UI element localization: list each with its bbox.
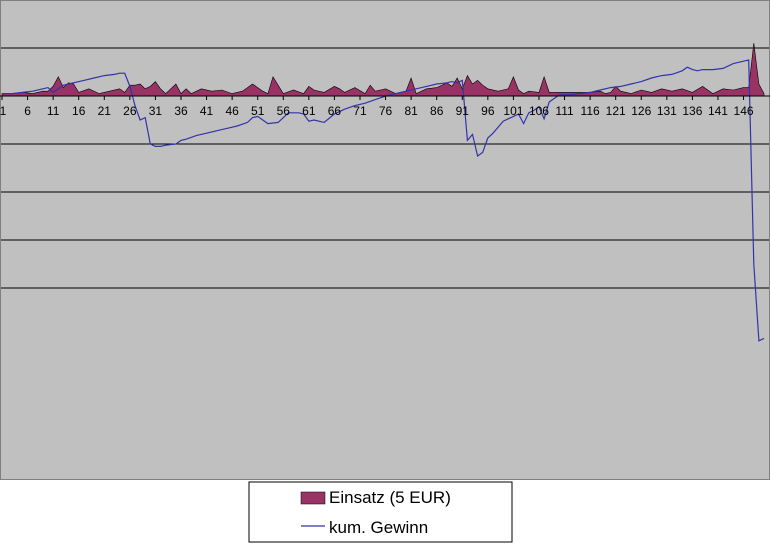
x-tick-label: 21 — [98, 104, 112, 118]
x-tick-label: 1 — [0, 104, 7, 118]
x-tick-label: 96 — [481, 104, 495, 118]
legend-label-einsatz: Einsatz (5 EUR) — [329, 488, 451, 507]
legend-box — [248, 481, 513, 543]
x-tick-label: 51 — [251, 104, 265, 118]
einsatz-area — [1, 43, 765, 97]
gewinn-series — [2, 59, 765, 342]
x-axis: 1 6 11 16 21 26 31 36 41 46 51 56 61 66 71 76 81 86 91 96 10… — [0, 95, 770, 118]
x-tick-label: 111 — [555, 104, 574, 118]
legend-swatch-einsatz — [300, 491, 326, 505]
x-tick-label: 36 — [174, 104, 188, 118]
x-tick-label: 26 — [123, 104, 137, 118]
x-tick-label: 46 — [225, 104, 239, 118]
x-tick-label: 16 — [72, 104, 86, 118]
x-tick-label: 136 — [682, 104, 702, 118]
x-tick-label: 61 — [302, 104, 316, 118]
x-tick-label: 81 — [404, 104, 418, 118]
x-tick-label: 141 — [708, 104, 728, 118]
x-tick-label: 131 — [657, 104, 677, 118]
x-tick-label: 56 — [277, 104, 291, 118]
x-tick-label: 71 — [353, 104, 367, 118]
x-tick-label: 146 — [734, 104, 754, 118]
x-tick-label: 116 — [581, 104, 600, 118]
gewinn-line — [2, 59, 765, 342]
legend: Einsatz (5 EUR) kum. Gewinn — [248, 481, 513, 543]
x-tick-label: 126 — [631, 104, 651, 118]
x-tick-label: 66 — [328, 104, 342, 118]
x-tick-label: 121 — [606, 104, 626, 118]
einsatz-series — [1, 43, 765, 97]
x-tick-label: 76 — [379, 104, 393, 118]
x-tick-label: 31 — [149, 104, 163, 118]
x-tick-label: 6 — [24, 104, 31, 118]
x-tick-label: 106 — [529, 104, 549, 118]
x-tick-label: 86 — [430, 104, 444, 118]
x-tick-label: 91 — [456, 104, 470, 118]
x-tick-label: 101 — [503, 104, 523, 118]
x-tick-label: 11 — [47, 104, 60, 118]
legend-label-gewinn: kum. Gewinn — [329, 518, 428, 537]
x-tick-label: 41 — [200, 104, 214, 118]
